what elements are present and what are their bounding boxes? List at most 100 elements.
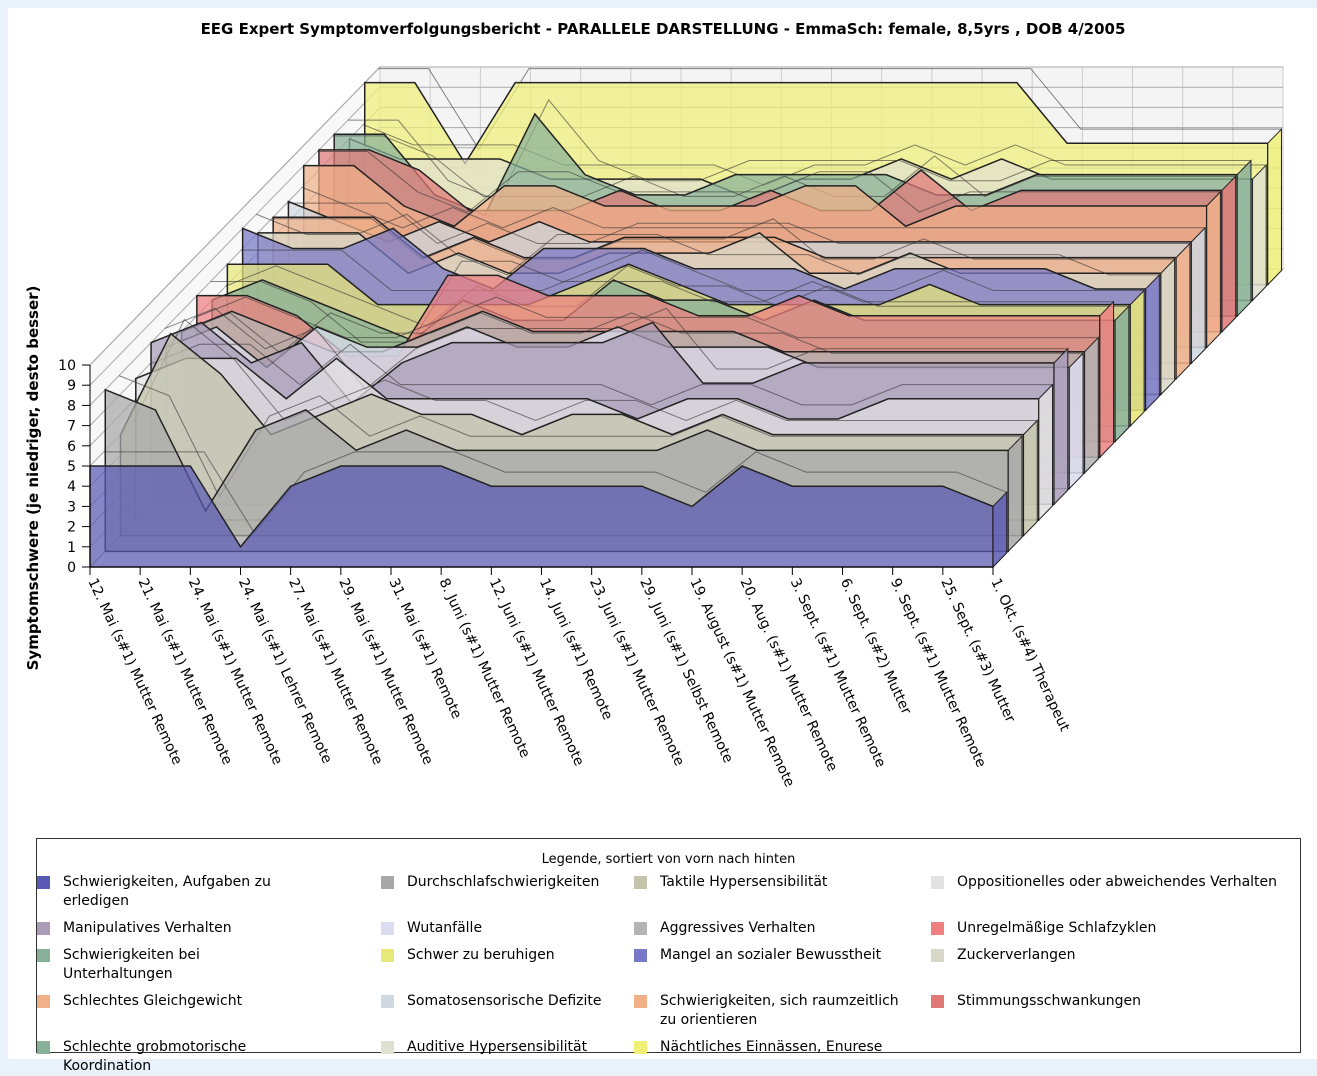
chart-title: EEG Expert Symptomverfolgungsbericht - P… [201, 20, 1126, 38]
area-top-edge [286, 202, 1190, 245]
legend-label: Nächtliches Einnässen, Enurese [660, 1039, 883, 1055]
y-tick-label: 8 [67, 398, 76, 414]
legend-item: Manipulatives Verhalten [37, 919, 381, 938]
legend-item: Schwierigkeiten, Aufgaben zu erledigen [37, 873, 381, 911]
area-top-edge [332, 135, 1236, 197]
legend-swatch [381, 949, 394, 962]
x-tick-label: 9. Sept. (s#1) Mutter Remote [887, 576, 989, 770]
area-top-edge [241, 249, 1145, 292]
legend-item: Mangel an sozialer Bewusstheit [634, 946, 931, 984]
legend-label: Oppositionelles oder abweichendes Verhal… [957, 874, 1278, 890]
y-tick-label: 2 [67, 520, 76, 536]
legend-item: Unregelmäßige Schlafzyklen [931, 919, 1296, 938]
y-tick-label: 6 [67, 439, 76, 455]
area-side [1084, 336, 1099, 475]
area-top-edge [256, 213, 1160, 276]
legend-swatch [381, 876, 394, 889]
legend-swatch [37, 876, 50, 889]
area-side [1190, 226, 1206, 365]
area-side [1160, 257, 1176, 396]
legend-item: Nächtliches Einnässen, Enurese [634, 1038, 931, 1076]
area-side [1267, 127, 1282, 286]
area-side [1068, 352, 1084, 490]
legend-label: Manipulatives Verhalten [63, 920, 232, 936]
chart: EEG Expert Symptomverfolgungsbericht - P… [24, 20, 1285, 790]
legend-item: Schlechtes Gleichgewicht [37, 992, 381, 1030]
legend-label: Aggressives Verhalten [660, 920, 816, 936]
area-side [1175, 242, 1191, 381]
legend-label: Schlechtes Gleichgewicht [63, 993, 243, 1009]
area-top-edge [301, 186, 1206, 229]
area-top-edge [225, 265, 1129, 327]
legend-label: Schwierigkeiten, sich raumzeitlich zu or… [660, 993, 899, 1028]
legend-label: Schwierigkeiten, Aufgaben zu erledigen [63, 874, 271, 909]
area-side [1023, 419, 1038, 537]
area-side [1236, 159, 1252, 318]
legend-item: Aggressives Verhalten [634, 919, 931, 938]
legend-title: Legende, sortiert von vorn nach hinten [541, 852, 796, 867]
legend-swatch [37, 995, 50, 1008]
legend-item: Schlechte grobmotorische Koordination [37, 1038, 381, 1076]
legend-swatch [634, 1041, 647, 1054]
legend-item: Durchschlafschwierigkeiten [381, 873, 634, 911]
area-side [1251, 163, 1267, 302]
legend-label: Wutanfälle [407, 920, 483, 936]
y-tick-label: 4 [67, 479, 76, 495]
legend-item: Taktile Hypersensibilität [634, 873, 931, 911]
area-side [1038, 383, 1054, 522]
x-tick-label: 24. Mai (s#1) Lehrer Remote [235, 576, 335, 766]
area-top-edge [363, 124, 1267, 186]
legend-label: Schwierigkeiten bei Unterhaltungen [63, 947, 200, 982]
area-top-edge [149, 343, 1053, 406]
legend-swatch [931, 922, 944, 935]
area-top-edge [118, 375, 1022, 498]
legend-label: Schlechte grobmotorische Koordination [63, 1039, 247, 1074]
legend-label: Mangel an sozialer Bewusstheit [660, 947, 882, 963]
y-axis-label: Symptomschwere (je niedriger, desto bess… [24, 286, 42, 671]
legend-swatch [931, 949, 944, 962]
y-tick-label: 10 [58, 358, 76, 374]
legend-label: Taktile Hypersensibilität [660, 874, 828, 890]
legend-label: Schwer zu beruhigen [407, 947, 555, 963]
legend-swatch [381, 922, 394, 935]
legend-item: Stimmungsschwankungen [931, 992, 1296, 1030]
area-side [1053, 347, 1069, 506]
legend-label: Stimmungsschwankungen [957, 993, 1142, 1009]
legend-swatch [931, 876, 944, 889]
area-side [1099, 300, 1115, 459]
legend-swatch [37, 922, 50, 935]
x-tick-label: 27. Mai (s#1) Mutter Remote [285, 576, 386, 767]
legend-swatch [931, 995, 944, 1008]
y-tick-label: 3 [67, 499, 76, 515]
x-tick-label: 29. Mai (s#1) Mutter Remote [335, 576, 436, 767]
area-side [1145, 273, 1160, 412]
legend-item: Schwer zu beruhigen [381, 946, 634, 984]
legend-item: Zuckerverlangen [931, 946, 1296, 984]
legend-label: Somatosensorische Defizite [407, 993, 602, 1009]
grid-line [89, 66, 381, 366]
x-tick-label: 29. Juni (s#1) Selbst Remote [636, 576, 736, 766]
area-side [1221, 174, 1237, 333]
x-tick-label: 23. Juni (s#1) Mutter Remote [586, 576, 687, 769]
legend-label: Unregelmäßige Schlafzyklen [957, 920, 1157, 936]
legend-swatch [37, 1041, 50, 1054]
x-tick-label: 3. Sept. (s#1) Mutter Remote [787, 576, 889, 770]
legend-swatch [634, 949, 647, 962]
legend-item: Schwierigkeiten bei Unterhaltungen [37, 946, 381, 984]
legend-swatch [381, 995, 394, 1008]
y-tick-label: 9 [67, 378, 76, 394]
area-top-edge [210, 260, 1114, 343]
legend-items: Schwierigkeiten, Aufgaben zu erledigen Du… [37, 873, 1300, 1076]
area-side [992, 491, 1008, 569]
y-tick-label: 5 [67, 459, 76, 475]
area-side [1114, 304, 1130, 443]
area-top-edge [378, 68, 1282, 151]
legend-label: Durchschlafschwierigkeiten [407, 874, 600, 890]
area-top-edge [179, 312, 1084, 354]
legend-item: Schwierigkeiten, sich raumzeitlich zu or… [634, 992, 931, 1030]
x-tick-label: 12. Juni (s#1) Mutter Remote [486, 576, 587, 769]
area-top-edge [317, 151, 1221, 213]
x-tick-label: 8. Juni (s#1) Mutter Remote [436, 576, 533, 760]
area-side [1206, 190, 1221, 349]
x-tick-label: 19. August (s#1) Mutter Remote [686, 576, 797, 790]
